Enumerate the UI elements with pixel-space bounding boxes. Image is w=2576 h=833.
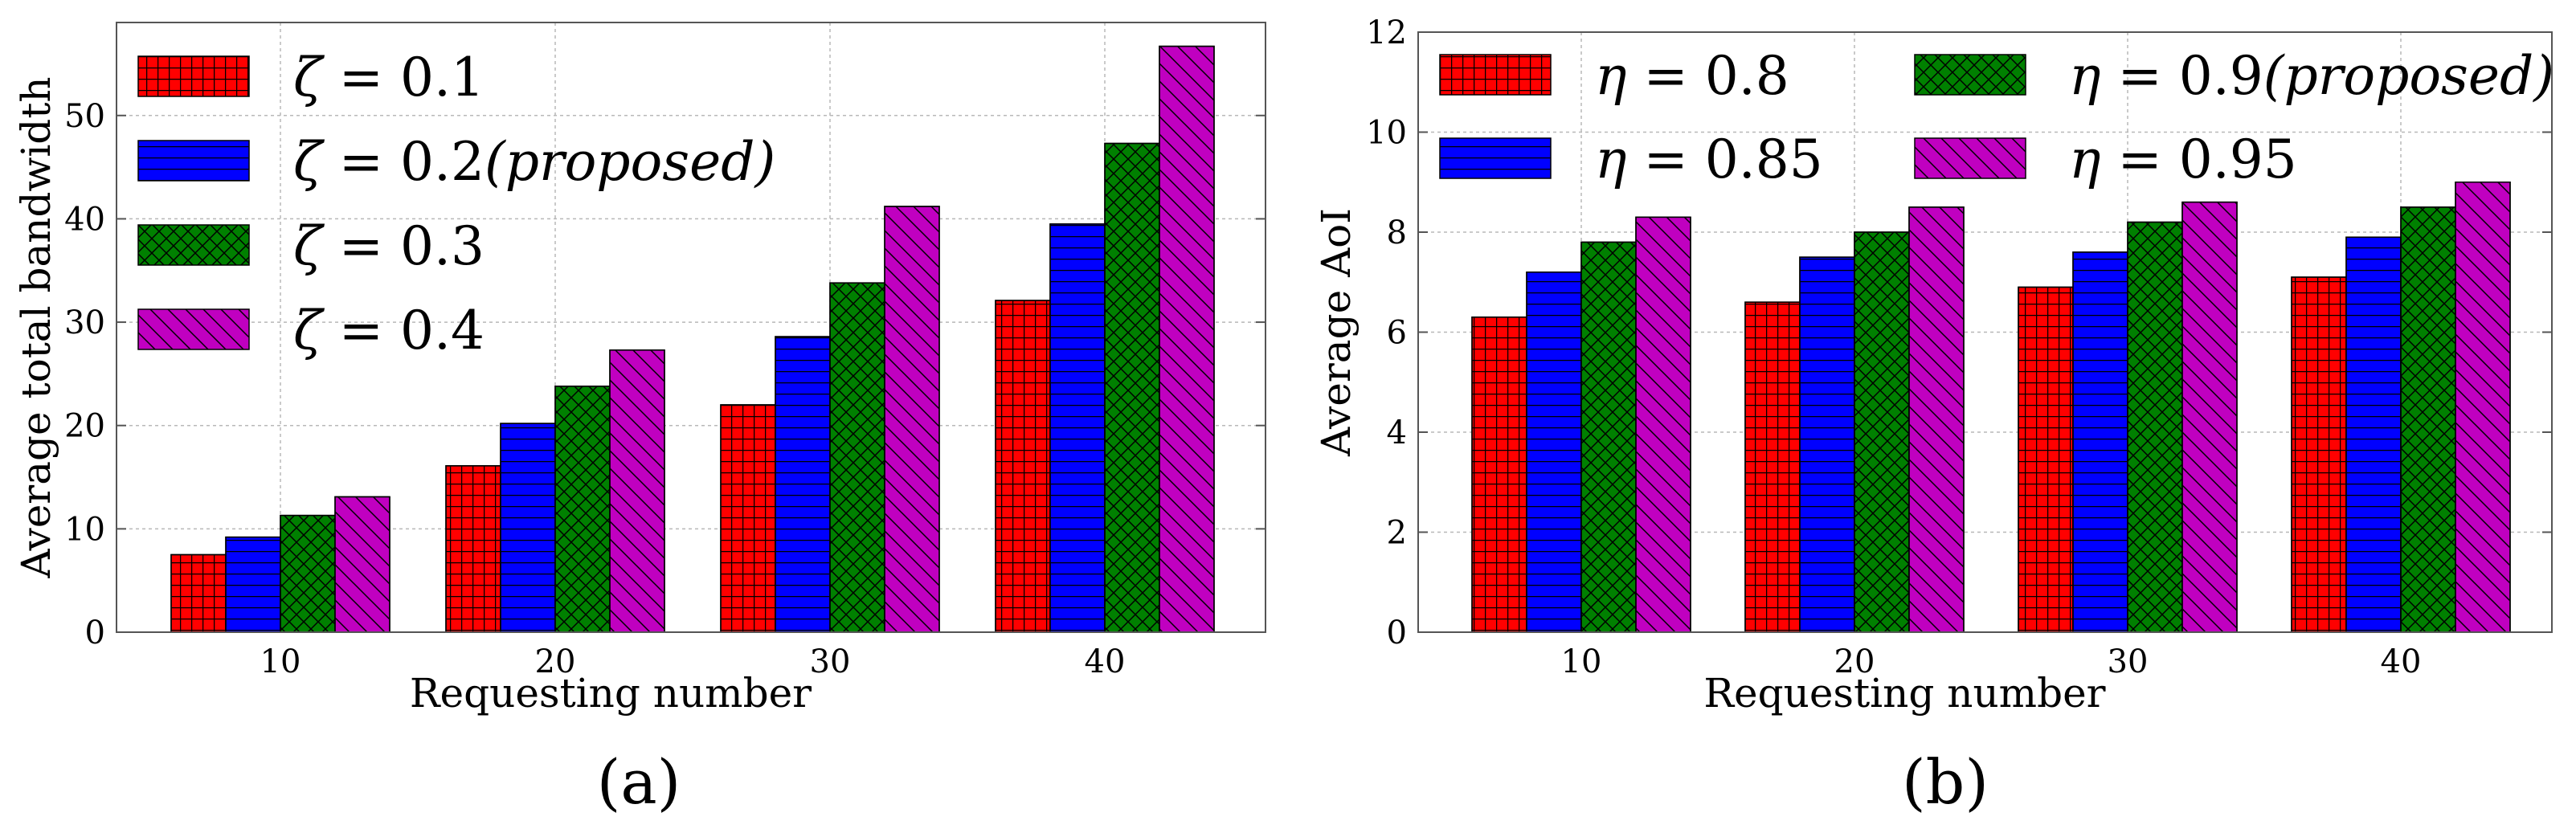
- bar-hatch-b-3-10: [1580, 241, 1637, 633]
- x-tick-label: 30: [2108, 643, 2149, 680]
- bar-hatch-b-4-40: [2455, 182, 2511, 633]
- x-tick-label: 10: [260, 643, 301, 680]
- bar-hatch-b-3-20: [1854, 231, 1910, 633]
- bar-hatch-b-1-40: [2291, 276, 2347, 633]
- y-axis-label: Average total bandwidth: [13, 76, 59, 578]
- x-axis-label: Requesting number: [1703, 670, 2105, 717]
- y-tick-label: 10: [1366, 115, 1407, 152]
- bar-hatch-a-4-30: [884, 206, 940, 633]
- plot-frame: [1417, 31, 2553, 633]
- panel-label: (b): [1902, 746, 1989, 818]
- bar-hatch-b-2-30: [2072, 251, 2128, 633]
- legend-entry-a-4: ζ = 0.4: [293, 300, 485, 361]
- legend-entry-a-1: ζ = 0.1: [293, 47, 485, 108]
- x-tick-label: 40: [2381, 643, 2422, 680]
- legend-entry-b-2: η = 0.85: [1595, 129, 1823, 190]
- bar-hatch-a-4-10: [334, 496, 390, 633]
- bar-hatch-b-1-30: [2018, 286, 2074, 633]
- bar-hatch-a-3-30: [829, 282, 885, 633]
- bar-hatch-b-2-40: [2345, 236, 2402, 633]
- y-tick-label: 20: [64, 408, 105, 445]
- bar-hatch-b-3-30: [2127, 221, 2183, 633]
- x-tick-label: 40: [1085, 643, 1126, 680]
- y-tick-label: 6: [1387, 315, 1407, 352]
- bar-hatch-a-4-20: [609, 349, 665, 633]
- chart-panel-b: 0 2 4 6 8 10 12 10 20 30 40 Requesting number Averag…: [1313, 14, 2554, 818]
- bar-hatch-b-4-30: [2181, 201, 2238, 633]
- bar-hatch-a-1-10: [170, 553, 227, 633]
- bar-hatch-a-2-40: [1049, 223, 1106, 633]
- bar-hatch-a-2-30: [775, 336, 831, 633]
- y-tick-label: 10: [64, 511, 105, 548]
- legend-entry-a-3: ζ = 0.3: [293, 215, 485, 277]
- y-tick-label: 4: [1387, 414, 1407, 451]
- bar-hatch-b-2-10: [1526, 272, 1582, 633]
- x-tick-label: 20: [535, 643, 576, 680]
- bar-hatch-a-1-30: [720, 404, 776, 633]
- y-tick-label: 0: [1387, 615, 1407, 651]
- bar-hatch-a-3-20: [554, 386, 611, 633]
- bar-hatch-b-1-20: [1744, 301, 1801, 633]
- legend-swatch-hatch-a-1: [138, 56, 249, 96]
- y-tick-label: 50: [64, 98, 105, 135]
- legend-swatch-hatch-b-1: [1440, 55, 1551, 95]
- bar-hatch-a-1-20: [445, 465, 501, 633]
- bar-hatch-b-2-20: [1799, 256, 1855, 633]
- legend-swatch-hatch-b-2: [1440, 138, 1551, 178]
- bar-hatch-a-1-40: [995, 300, 1051, 633]
- legend-entry-b-3: η = 0.9(proposed): [2069, 45, 2554, 107]
- legend-swatch-hatch-a-3: [138, 225, 249, 265]
- x-tick-label: 10: [1561, 643, 1602, 680]
- bar-hatch-a-3-40: [1104, 142, 1160, 633]
- y-tick-label: 30: [64, 304, 105, 341]
- y-tick-label: 12: [1366, 14, 1407, 51]
- bar-hatch-a-2-10: [225, 536, 281, 633]
- legend-entry-b-1: η = 0.8: [1595, 45, 1789, 107]
- bar-hatch-b-4-20: [1908, 206, 1965, 633]
- y-axis-label: Average AoI: [1313, 208, 1360, 457]
- bar-hatch-a-4-40: [1159, 45, 1215, 633]
- bar-hatch-a-2-20: [500, 423, 556, 633]
- legend-entry-b-4: η = 0.95: [2069, 129, 2297, 190]
- panel-label: (a): [597, 746, 681, 818]
- plot-frame: [116, 22, 1266, 633]
- legend-entry-a-2: ζ = 0.2(proposed): [293, 131, 775, 193]
- y-tick-label: 8: [1387, 214, 1407, 251]
- y-tick-label: 40: [64, 201, 105, 238]
- x-tick-label: 30: [810, 643, 851, 680]
- chart-panel-a: 0 10 20 30 40 50 10 20 30 40 Requesting number Aver…: [13, 22, 1266, 818]
- bar-hatch-a-3-10: [280, 514, 336, 633]
- y-tick-label: 0: [85, 615, 105, 651]
- y-tick-label: 2: [1387, 515, 1407, 552]
- bar-hatch-b-1-10: [1471, 316, 1527, 633]
- x-axis-label: Requesting number: [410, 670, 812, 717]
- x-tick-label: 20: [1834, 643, 1875, 680]
- legend-swatch-hatch-a-4: [138, 309, 249, 349]
- legend-swatch-hatch-b-3: [1915, 55, 2026, 95]
- legend-swatch-hatch-b-4: [1915, 138, 2026, 178]
- bar-hatch-b-4-10: [1635, 216, 1691, 633]
- legend-swatch-hatch-a-2: [138, 141, 249, 181]
- bar-hatch-b-3-40: [2400, 206, 2456, 633]
